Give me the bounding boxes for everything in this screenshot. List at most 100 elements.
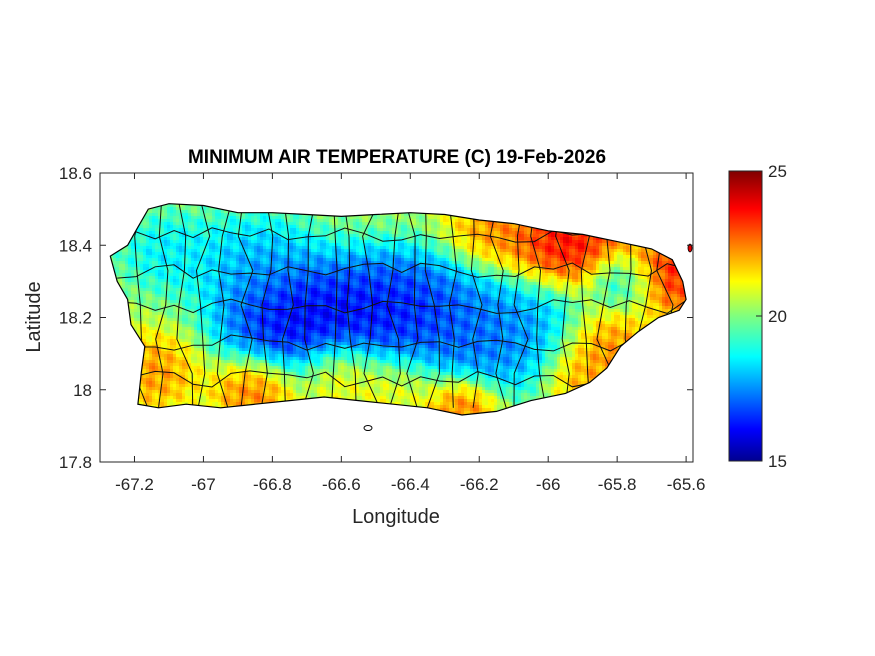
temperature-cell — [206, 255, 210, 259]
temperature-cell — [347, 258, 351, 262]
temperature-cell — [401, 225, 405, 229]
temperature-cell — [386, 228, 390, 232]
temperature-cell — [224, 237, 228, 241]
temperature-cell — [233, 270, 237, 274]
temperature-cell — [149, 258, 153, 262]
temperature-cell — [641, 264, 645, 268]
temperature-cell — [389, 264, 393, 268]
temperature-cell — [260, 231, 264, 235]
temperature-cell — [206, 219, 210, 223]
temperature-cell — [182, 246, 186, 250]
temperature-cell — [350, 222, 354, 226]
temperature-cell — [287, 225, 291, 229]
temperature-cell — [581, 243, 585, 247]
temperature-cell — [545, 249, 549, 253]
temperature-cell — [266, 258, 270, 262]
temperature-cell — [158, 261, 162, 265]
temperature-cell — [578, 264, 582, 268]
temperature-cell — [356, 222, 360, 226]
temperature-cell — [170, 219, 174, 223]
temperature-cell — [473, 252, 477, 256]
temperature-cell — [488, 228, 492, 232]
temperature-cell — [146, 255, 150, 259]
temperature-cell — [527, 261, 531, 265]
temperature-cell — [440, 240, 444, 244]
temperature-cell — [239, 261, 243, 265]
temperature-cell — [248, 240, 252, 244]
temperature-cell — [494, 252, 498, 256]
temperature-cell — [458, 222, 462, 226]
temperature-cell — [176, 258, 180, 262]
temperature-cell — [302, 270, 306, 274]
temperature-cell — [248, 225, 252, 229]
temperature-cell — [455, 237, 459, 241]
temperature-cell — [557, 234, 561, 238]
temperature-cell — [539, 234, 543, 238]
temperature-cell — [392, 240, 396, 244]
temperature-cell — [599, 258, 603, 262]
temperature-cell — [194, 252, 198, 256]
temperature-cell — [365, 267, 369, 271]
temperature-cell — [170, 222, 174, 226]
temperature-cell — [452, 258, 456, 262]
temperature-cell — [203, 264, 207, 268]
temperature-cell — [488, 261, 492, 265]
temperature-cell — [413, 228, 417, 232]
temperature-cell — [227, 222, 231, 226]
temperature-cell — [173, 249, 177, 253]
temperature-cell — [467, 246, 471, 250]
temperature-cell — [551, 240, 555, 244]
temperature-cell — [143, 267, 147, 271]
temperature-cell — [137, 252, 141, 256]
temperature-cell — [152, 273, 156, 277]
temperature-cell — [536, 228, 540, 232]
temperature-cell — [404, 219, 408, 223]
temperature-cell — [605, 264, 609, 268]
temperature-cell — [596, 255, 600, 259]
temperature-cell — [308, 222, 312, 226]
temperature-cell — [410, 234, 414, 238]
temperature-cell — [503, 231, 507, 235]
temperature-cell — [119, 255, 123, 259]
temperature-cell — [464, 249, 468, 253]
temperature-cell — [326, 261, 330, 265]
temperature-cell — [461, 270, 465, 274]
temperature-cell — [155, 246, 159, 250]
temperature-cell — [158, 246, 162, 250]
temperature-cell — [590, 264, 594, 268]
temperature-cell — [293, 228, 297, 232]
temperature-cell — [593, 264, 597, 268]
temperature-cell — [647, 267, 651, 271]
temperature-cell — [533, 270, 537, 274]
temperature-cell — [410, 258, 414, 262]
temperature-cell — [581, 270, 585, 274]
temperature-cell — [548, 261, 552, 265]
temperature-cell — [380, 225, 384, 229]
temperature-cell — [164, 252, 168, 256]
temperature-cell — [149, 231, 153, 235]
temperature-cell — [215, 228, 219, 232]
temperature-cell — [128, 270, 132, 274]
temperature-cell — [509, 261, 513, 265]
temperature-cell — [215, 246, 219, 250]
temperature-cell — [467, 243, 471, 247]
temperature-cell — [242, 267, 246, 271]
temperature-cell — [416, 264, 420, 268]
temperature-cell — [557, 231, 561, 235]
temperature-cell — [347, 264, 351, 268]
temperature-cell — [533, 267, 537, 271]
temperature-cell — [242, 216, 246, 220]
temperature-cell — [416, 216, 420, 220]
temperature-cell — [506, 237, 510, 241]
temperature-cell — [338, 216, 342, 220]
temperature-cell — [632, 270, 636, 274]
temperature-cell — [644, 252, 648, 256]
temperature-cell — [587, 249, 591, 253]
temperature-cell — [308, 264, 312, 268]
temperature-cell — [608, 246, 612, 250]
temperature-cell — [536, 249, 540, 253]
temperature-cell — [449, 237, 453, 241]
temperature-cell — [497, 240, 501, 244]
temperature-cell — [251, 222, 255, 226]
temperature-cell — [311, 219, 315, 223]
